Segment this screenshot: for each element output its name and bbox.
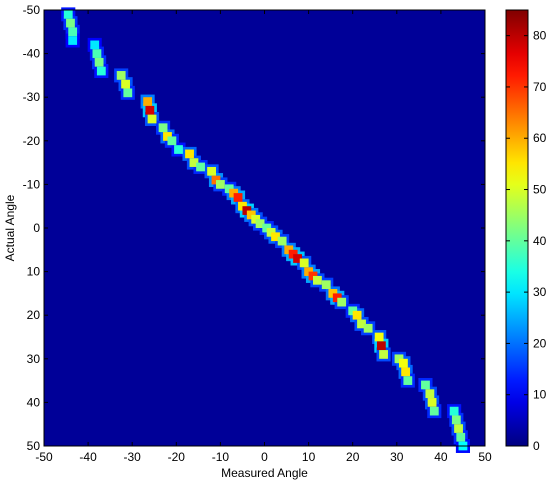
heatmap-cell — [96, 66, 106, 76]
x-tick-label: 10 — [302, 450, 316, 464]
y-tick-label: 50 — [27, 439, 41, 453]
y-axis-label: Actual Angle — [3, 194, 17, 261]
heatmap-cell — [174, 145, 183, 154]
y-tick-label: 10 — [27, 265, 41, 279]
y-tick-label: 30 — [27, 352, 41, 366]
colorbar-tick-label: 70 — [533, 80, 547, 94]
x-axis-label: Measured Angle — [221, 466, 308, 480]
x-tick-label: -30 — [124, 450, 142, 464]
y-tick-label: 0 — [33, 221, 40, 235]
heatmap-cell — [167, 136, 177, 146]
x-tick-label: 40 — [434, 450, 448, 464]
axis-ticks: -50 -40 -30 -20 -10 0 10 20 30 40 50-50-40-30-20-1… — [23, 3, 492, 464]
heatmap-cell — [158, 123, 168, 133]
colorbar-tick-label: 20 — [533, 336, 547, 350]
heatmap-cell — [374, 332, 384, 342]
x-tick-label: 20 — [346, 450, 360, 464]
heatmap-cell — [90, 40, 100, 50]
y-tick-label: 40 — [27, 395, 41, 409]
heatmap-cell — [123, 88, 133, 98]
heatmap-cell — [147, 114, 157, 124]
y-tick-label: -50 — [23, 3, 41, 17]
heatmap-cell — [293, 254, 302, 263]
heatmap-cell — [337, 297, 347, 307]
heatmap-cell — [116, 71, 126, 80]
heatmap-cell — [242, 206, 252, 215]
colorbar-tick-label: 40 — [533, 234, 547, 248]
heatmap-cell — [246, 210, 256, 220]
heatmap-cell — [66, 18, 75, 28]
heatmap-cell — [255, 219, 265, 228]
heatmap-cell — [68, 36, 78, 45]
heatmap-cell — [63, 10, 73, 19]
heatmap-cell — [421, 380, 430, 390]
heatmap-cell — [233, 193, 243, 202]
heatmap-cell — [68, 27, 78, 37]
x-tick-label: -50 — [35, 450, 53, 464]
colorbar-tick-label: 30 — [533, 285, 547, 299]
colorbar-tick-label: 0 — [533, 439, 540, 453]
heatmap-cell — [399, 358, 408, 368]
x-tick-label: -10 — [212, 450, 230, 464]
heatmap-cell — [321, 280, 331, 290]
heatmap-cell — [449, 406, 459, 416]
heatmap-cell — [429, 406, 439, 416]
colorbar-gradient — [506, 10, 528, 446]
heatmap-cell — [363, 323, 373, 333]
colorbar-frame — [505, 9, 529, 447]
colorbar-tick-label: 80 — [533, 29, 547, 43]
x-tick-label: -20 — [168, 450, 186, 464]
heatmap-cell — [376, 341, 386, 351]
x-tick-label: 50 — [478, 450, 492, 464]
y-tick-label: 20 — [27, 308, 41, 322]
heatmap-cell — [403, 376, 413, 385]
colorbar-tick-label: 50 — [533, 183, 547, 197]
x-tick-label: 30 — [390, 450, 404, 464]
heatmap-cell — [379, 350, 388, 359]
y-tick-label: -10 — [23, 177, 41, 191]
heatmap-cell — [277, 236, 287, 246]
heatmap-cell — [451, 415, 461, 425]
colorbar-tick-label: 10 — [533, 388, 547, 402]
heatmap-cell — [454, 424, 463, 433]
heatmap-cell — [185, 149, 194, 159]
heatmap-cell — [121, 79, 130, 89]
y-tick-label: -30 — [23, 90, 41, 104]
heatmap-cell — [189, 158, 199, 167]
colorbar: 0 10 20 30 40 50 60 70 80 — [505, 9, 547, 453]
heatmap-cell — [207, 166, 216, 176]
heatmap-cell — [143, 97, 153, 106]
heatmap-cell — [425, 389, 435, 399]
heatmap-cell — [401, 367, 411, 377]
heatmap-cell — [427, 398, 437, 407]
colorbar-tick-label: 60 — [533, 131, 547, 145]
heatmap-cell — [196, 162, 205, 172]
heatmap-cell — [238, 201, 247, 211]
heatmap-cell — [271, 232, 280, 242]
y-tick-label: -40 — [23, 47, 41, 61]
heatmap-cell — [211, 175, 221, 185]
heatmap-cell — [456, 432, 466, 442]
x-tick-label: 0 — [261, 450, 268, 464]
y-tick-label: -20 — [23, 134, 41, 148]
heatmap-cell — [304, 267, 314, 276]
heatmap-plot-area — [44, 7, 485, 453]
heatmap-cell — [215, 180, 225, 189]
heatmap-cell — [94, 57, 104, 67]
heatmap-cell — [92, 49, 102, 58]
x-tick-label: -40 — [79, 450, 97, 464]
heatmap-cell — [299, 258, 309, 268]
heatmap-cell — [145, 105, 155, 115]
heatmap-cell — [357, 319, 366, 329]
heatmap-cell — [352, 310, 362, 320]
heatmap-cell — [313, 275, 322, 285]
